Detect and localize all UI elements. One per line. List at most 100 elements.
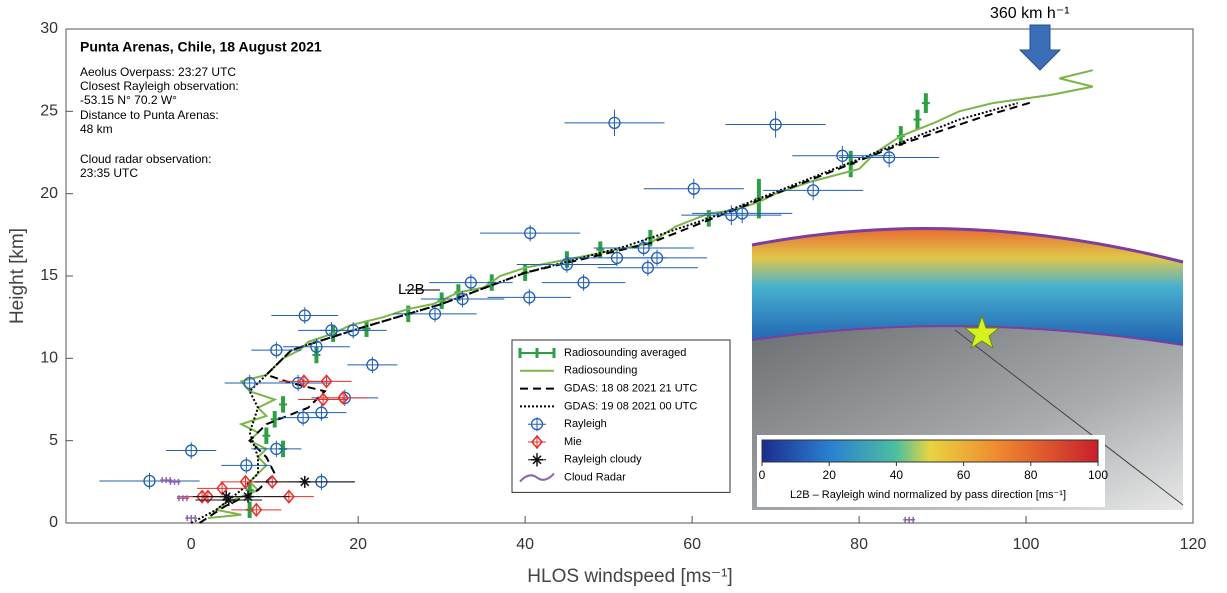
legend-swatch xyxy=(531,434,543,450)
x-tick-label: 80 xyxy=(850,536,868,553)
point xyxy=(282,489,295,504)
point xyxy=(266,474,279,490)
x-tick-label: 60 xyxy=(683,536,701,553)
x-tick-label: 40 xyxy=(516,536,534,553)
legend-label: Rayleigh xyxy=(564,418,607,430)
point xyxy=(160,477,173,484)
line xyxy=(199,100,1035,524)
point xyxy=(736,207,749,220)
point xyxy=(637,241,650,255)
colorbar-tick-label: 20 xyxy=(823,468,837,482)
y-tick-label: 20 xyxy=(40,185,58,202)
point xyxy=(769,118,782,131)
x-axis-label: HLOS windspeed [ms⁻¹] xyxy=(527,566,732,587)
point xyxy=(143,474,156,488)
x-tick-label: 0 xyxy=(187,536,196,553)
y-tick-label: 30 xyxy=(40,20,58,37)
legend-swatch xyxy=(528,435,546,449)
colorbar-tick-label: 40 xyxy=(890,468,904,482)
y-tick-label: 10 xyxy=(40,350,58,367)
point xyxy=(222,493,235,506)
x-tick-label: 20 xyxy=(349,536,367,553)
legend-item: Radiosounding xyxy=(520,365,637,377)
point xyxy=(428,307,442,321)
point xyxy=(882,151,896,164)
colorbar-label: L2B – Rayleigh wind normalized by pass d… xyxy=(790,489,1066,501)
legend-label: Radiosounding averaged xyxy=(564,347,686,359)
point xyxy=(608,116,621,130)
x-tick-label: 100 xyxy=(1013,536,1040,553)
inset-map xyxy=(751,227,1184,510)
legend-label: Rayleigh cloudy xyxy=(564,454,642,466)
point xyxy=(650,251,664,265)
arrow xyxy=(1018,24,1062,71)
legend-item: Radiosounding averaged xyxy=(518,347,686,359)
legend-box xyxy=(511,339,731,493)
legend-swatch xyxy=(518,348,556,358)
point xyxy=(241,490,254,503)
legend-label: Cloud Radar xyxy=(564,472,626,484)
point xyxy=(185,515,198,522)
point xyxy=(240,459,253,472)
legend-item: Cloud Radar xyxy=(519,472,626,484)
point xyxy=(464,276,478,289)
annotation: 360 km h⁻¹ xyxy=(990,5,1070,22)
point xyxy=(296,411,310,424)
legend-label: GDAS: 18 08 2021 21 UTC xyxy=(564,383,697,395)
point xyxy=(337,390,350,406)
y-tick-label: 0 xyxy=(49,514,58,531)
x-tick-label: 120 xyxy=(1180,536,1207,553)
colorbar-tick-label: 60 xyxy=(957,468,971,482)
colorbar-tick-label: 100 xyxy=(1088,468,1108,482)
y-tick-label: 25 xyxy=(40,103,58,120)
annotation: Closest Rayleigh observation: xyxy=(80,79,239,93)
point xyxy=(250,502,263,517)
legend-label: GDAS: 19 08 2021 00 UTC xyxy=(564,400,697,412)
point xyxy=(523,291,536,304)
legend-item: Mie xyxy=(528,435,582,449)
annotation: Punta Arenas, Chile, 18 August 2021 xyxy=(80,39,322,55)
legend-swatch xyxy=(531,453,543,466)
point xyxy=(320,374,333,389)
legend-item: GDAS: 19 08 2021 00 UTC xyxy=(520,400,697,412)
point xyxy=(347,324,360,337)
point xyxy=(239,474,252,490)
point xyxy=(577,276,590,289)
point xyxy=(310,340,323,353)
colorbar-tick-label: 80 xyxy=(1024,468,1038,482)
point xyxy=(687,182,700,195)
point xyxy=(903,516,916,523)
point xyxy=(836,149,849,162)
point xyxy=(807,184,820,197)
colorbar-tick-label: 0 xyxy=(759,468,766,482)
legend-item: GDAS: 18 08 2021 21 UTC xyxy=(520,383,697,395)
point xyxy=(298,475,311,488)
annotation: Aeolus Overpass: 23:27 UTC xyxy=(80,65,236,79)
point xyxy=(315,406,328,419)
annotation: Cloud radar observation: xyxy=(80,152,211,166)
point xyxy=(243,376,256,390)
annotation: -53.15 N° 70.2 W° xyxy=(80,93,177,107)
y-tick-label: 15 xyxy=(40,267,58,284)
point xyxy=(641,261,655,274)
point xyxy=(185,444,198,457)
annotation: Distance to Punta Arenas: xyxy=(80,108,219,122)
line xyxy=(207,69,1094,520)
point xyxy=(270,442,283,456)
y-tick-label: 5 xyxy=(49,432,58,449)
point xyxy=(298,309,311,322)
legend-swatch xyxy=(519,472,555,483)
point xyxy=(297,374,310,389)
point xyxy=(201,489,214,504)
point xyxy=(456,292,469,306)
y-axis-label: Height [km] xyxy=(7,228,28,324)
legend-label: Mie xyxy=(564,436,582,448)
point xyxy=(560,258,574,271)
legend-swatch xyxy=(530,418,544,431)
point xyxy=(216,481,229,496)
point xyxy=(524,227,537,240)
point xyxy=(176,495,189,502)
point xyxy=(270,343,283,357)
annotation: 48 km xyxy=(80,122,113,136)
